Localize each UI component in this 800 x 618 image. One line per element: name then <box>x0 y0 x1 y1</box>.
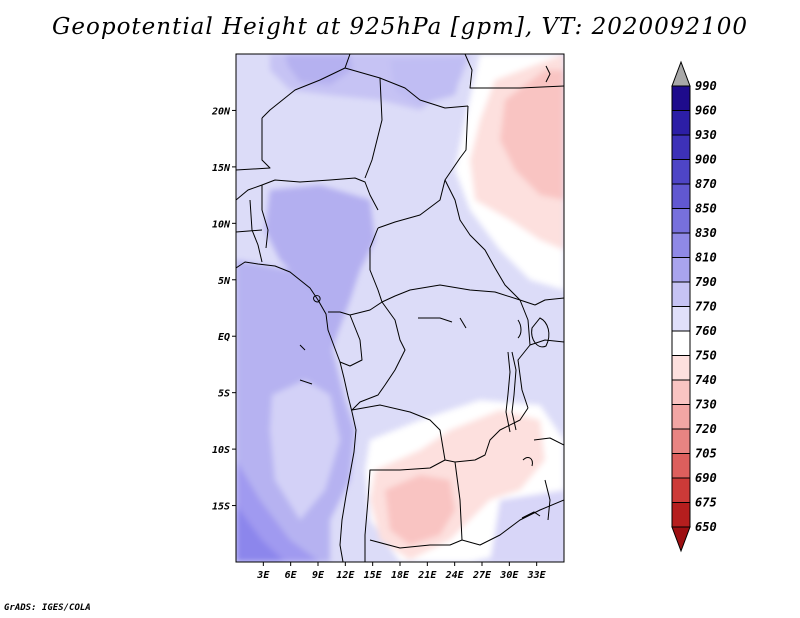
colorbar-level-label: 705 <box>695 447 717 461</box>
field-congo <box>355 270 540 400</box>
colorbar-level-label: 720 <box>695 422 717 436</box>
colorbar-segment <box>671 379 691 405</box>
colorbar-bottom-arrow <box>671 526 691 553</box>
colorbar-segment <box>671 306 691 332</box>
field-east-pink-core <box>500 70 564 200</box>
colorbar-segment <box>671 208 691 234</box>
grads-credit: GrADS: IGES/COLA <box>4 603 91 613</box>
field-high-north-core <box>285 54 352 85</box>
field-atlantic-sw-core <box>236 505 285 562</box>
colorbar-segment <box>671 134 691 160</box>
colorbar-level-label: 790 <box>695 275 717 289</box>
lat-tick-label: 10N <box>212 219 231 230</box>
colorbar: 990 960 930 900 870 850 830 810 790 770 760 750 740 7… <box>671 60 717 553</box>
lon-tick-label: 9E <box>312 570 325 581</box>
lon-tick-label: 15E <box>364 570 383 581</box>
colorbar-segment <box>671 502 691 528</box>
colorbar-segment <box>671 355 691 381</box>
colorbar-segment <box>671 183 691 209</box>
colorbar-level-label: 740 <box>695 373 717 387</box>
field-nigeria <box>265 185 375 360</box>
lon-tick-label: 12E <box>336 570 355 581</box>
field-se-lavender <box>490 490 564 562</box>
colorbar-level-label: 750 <box>695 349 717 363</box>
lon-tick-label: 3E <box>256 570 270 581</box>
colorbar-level-label: 810 <box>695 251 717 265</box>
lon-tick-label: 6E <box>285 570 298 581</box>
colorbar-level-label: 900 <box>695 153 717 167</box>
colorbar-segment <box>671 477 691 503</box>
colorbar-level-label: 960 <box>695 104 717 118</box>
lon-tick-label: 33E <box>527 570 547 581</box>
lat-tick-label: 10S <box>212 445 230 456</box>
lon-tick-label: 21E <box>417 570 437 581</box>
colorbar-segment <box>671 428 691 454</box>
lat-tick-label: 15N <box>212 163 231 174</box>
lat-tick-label: 5S <box>218 389 230 400</box>
colorbar-segment <box>671 404 691 430</box>
colorbar-level-label: 830 <box>695 226 717 240</box>
colorbar-segment <box>671 453 691 479</box>
colorbar-segment <box>671 159 691 185</box>
colorbar-level-label: 760 <box>695 324 717 338</box>
map-plot-area <box>236 54 564 562</box>
country-borders <box>236 54 564 562</box>
colorbar-top-arrow <box>671 60 691 87</box>
colorbar-level-label: 730 <box>695 398 717 412</box>
field-south-pink-core <box>385 475 455 545</box>
lon-tick-label: 30E <box>499 570 519 581</box>
colorbar-level-label: 650 <box>695 520 717 534</box>
lon-tick-label: 27E <box>472 570 492 581</box>
lat-tick-label: 5N <box>218 276 231 287</box>
colorbar-level-label: 870 <box>695 177 717 191</box>
chart-title: Geopotential Height at 925hPa [gpm], VT:… <box>52 14 748 40</box>
colorbar-level-label: 850 <box>695 202 717 216</box>
colorbar-segment <box>671 281 691 307</box>
colorbar-level-label: 690 <box>695 471 717 485</box>
field-high-north-east <box>390 58 465 105</box>
colorbar-level-label: 990 <box>695 79 717 93</box>
colorbar-segment <box>671 110 691 136</box>
lat-tick-label: 20N <box>211 106 231 117</box>
field-atlantic-inner <box>270 380 340 520</box>
lat-axis: 20N 15N 10N 5N EQ 5S 10S 15S <box>211 106 236 513</box>
lon-tick-label: 18E <box>391 570 410 581</box>
lon-tick-label: 24E <box>445 570 465 581</box>
colorbar-segment <box>671 257 691 283</box>
colorbar-segment <box>671 232 691 258</box>
colorbar-level-label: 770 <box>695 300 717 314</box>
lat-tick-label: 15S <box>212 502 230 513</box>
lakes <box>299 65 551 519</box>
lon-axis: 3E 6E 9E 12E 15E 18E 21E 24E 27E 30E 33E <box>256 562 547 581</box>
lat-tick-label: EQ <box>218 332 230 343</box>
colorbar-level-label: 675 <box>695 496 717 510</box>
colorbar-level-label: 930 <box>695 128 717 142</box>
colorbar-segment <box>671 330 691 356</box>
colorbar-segment <box>671 85 691 111</box>
